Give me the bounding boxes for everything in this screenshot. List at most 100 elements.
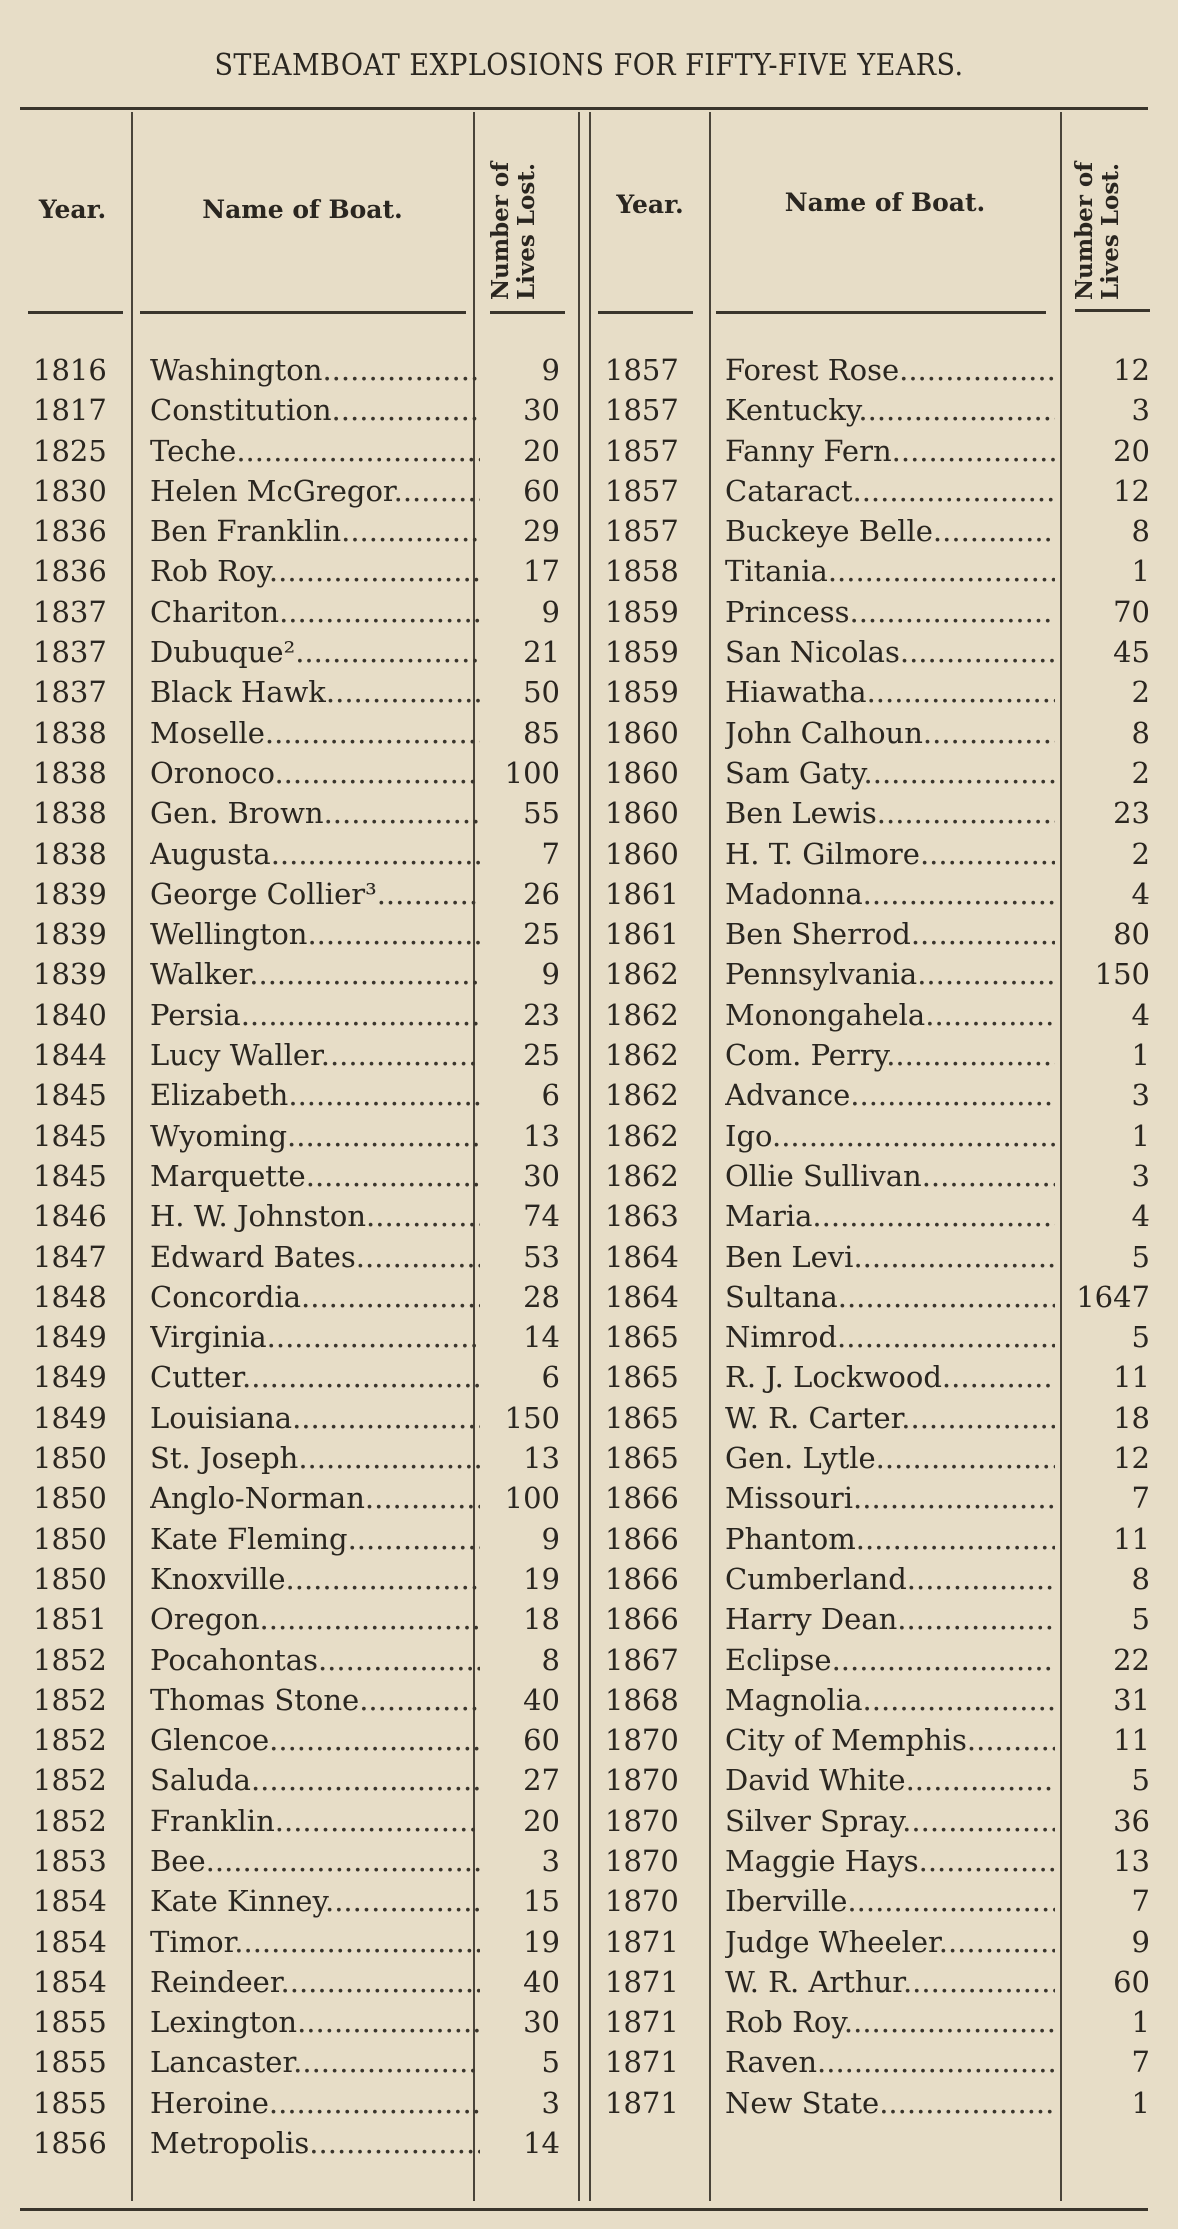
- leader-dots: ........................................…: [862, 876, 1055, 911]
- table-row: 1837: [33, 672, 133, 712]
- table-row: Ben Sherrod.............................…: [725, 914, 1055, 954]
- table-row: 20: [480, 1801, 560, 1841]
- table-row: Edward Bates............................…: [150, 1237, 480, 1277]
- year-cell: 1871: [605, 2005, 679, 2040]
- table-row: Wellington..............................…: [150, 914, 480, 954]
- right-name-column: Forest Rose.............................…: [725, 350, 1055, 2123]
- table-row: 2: [1065, 753, 1150, 793]
- lives-lost-cell: 1: [1131, 2005, 1150, 2040]
- leader-dots: ........................................…: [831, 1642, 1055, 1677]
- table-row: 1854: [33, 1881, 133, 1921]
- leader-dots: ........................................…: [359, 1682, 480, 1717]
- boat-name-cell: Monongahela: [725, 997, 926, 1032]
- lives-lost-cell: 7: [541, 836, 560, 871]
- table-row: 27: [480, 1760, 560, 1800]
- year-cell: 1861: [605, 917, 679, 952]
- table-row: 30: [480, 2002, 560, 2042]
- boat-name-cell: Heroine: [150, 2085, 269, 2120]
- leader-dots: ........................................…: [355, 1239, 480, 1274]
- boat-name-cell: Igo: [725, 1118, 772, 1153]
- table-row: Pocahontas..............................…: [150, 1640, 480, 1680]
- table-row: 1865: [605, 1357, 705, 1397]
- table-row: 1: [1065, 1035, 1150, 1075]
- table-row: Knoxville...............................…: [150, 1559, 480, 1599]
- year-cell: 1848: [33, 1279, 107, 1314]
- lives-lost-cell: 13: [523, 1441, 560, 1476]
- table-row: Kate Fleming............................…: [150, 1519, 480, 1559]
- table-row: Glencoe.................................…: [150, 1720, 480, 1760]
- boat-name-cell: Rob Roy: [725, 2005, 844, 2040]
- boat-name-cell: Com. Perry: [725, 1038, 887, 1073]
- boat-name-cell: Anglo-Norman: [150, 1481, 365, 1516]
- boat-name-cell: Nimrod: [725, 1320, 838, 1355]
- leader-dots: ........................................…: [855, 1521, 1055, 1556]
- year-cell: 1849: [33, 1360, 107, 1395]
- year-cell: 1844: [33, 1038, 107, 1073]
- table-row: 1: [1065, 551, 1150, 591]
- lives-lost-cell: 2: [1131, 755, 1150, 790]
- table-row: 2: [1065, 672, 1150, 712]
- table-row: Black Hawk..............................…: [150, 672, 480, 712]
- year-cell: 1837: [33, 675, 107, 710]
- lives-lost-cell: 150: [1094, 957, 1150, 992]
- table-row: Advance.................................…: [725, 1075, 1055, 1115]
- lives-lost-cell: 1: [1131, 1038, 1150, 1073]
- year-cell: 1838: [33, 715, 107, 750]
- year-cell: 1862: [605, 1078, 679, 1113]
- leader-dots: ........................................…: [347, 1521, 480, 1556]
- boat-name-cell: Metropolis: [150, 2126, 310, 2161]
- boat-name-cell: Pocahontas: [150, 1642, 318, 1677]
- table-row: 3: [480, 1841, 560, 1881]
- table-row: 1862: [605, 954, 705, 994]
- leader-dots: ........................................…: [242, 1360, 480, 1395]
- lives-lost-cell: 2: [1131, 675, 1150, 710]
- boat-name-cell: Franklin: [150, 1803, 275, 1838]
- leader-dots: ........................................…: [269, 1723, 480, 1758]
- table-row: 1830: [33, 471, 133, 511]
- table-row: 12: [1065, 350, 1150, 390]
- boat-name-cell: Timor: [150, 1924, 235, 1959]
- boat-name-cell: Madonna: [725, 876, 863, 911]
- table-row: 1855: [33, 2042, 133, 2082]
- leader-dots: ........................................…: [850, 1078, 1055, 1113]
- year-cell: 1837: [33, 635, 107, 670]
- year-cell: 1852: [33, 1763, 107, 1798]
- table-row: 1859: [605, 592, 705, 632]
- header-underline: [490, 311, 565, 314]
- header-underline: [1075, 309, 1150, 312]
- lives-lost-cell: 5: [1131, 1239, 1150, 1274]
- lives-lost-cell: 20: [523, 1803, 560, 1838]
- bottom-rule: [20, 2208, 1148, 2211]
- boat-name-cell: Concordia: [150, 1279, 302, 1314]
- table-row: 5: [1065, 1317, 1150, 1357]
- leader-dots: ........................................…: [293, 2045, 480, 2080]
- table-row: 1862: [605, 1075, 705, 1115]
- boat-name-cell: Dubuque²: [150, 635, 296, 670]
- column-divider: [709, 112, 711, 2201]
- table-row: 1856: [33, 2123, 133, 2163]
- lives-lost-cell: 20: [1113, 433, 1150, 468]
- boat-name-cell: Eclipse: [725, 1642, 832, 1677]
- table-row: 150: [1065, 954, 1150, 994]
- table-row: 1870: [605, 1720, 705, 1760]
- boat-name-cell: Pennsylvania: [725, 957, 918, 992]
- boat-name-cell: Phantom: [725, 1521, 856, 1556]
- year-cell: 1871: [605, 2045, 679, 2080]
- table-row: 31: [1065, 1680, 1150, 1720]
- lives-lost-cell: 14: [523, 1320, 560, 1355]
- table-row: Saluda..................................…: [150, 1760, 480, 1800]
- year-cell: 1860: [605, 755, 679, 790]
- table-row: 7: [1065, 2042, 1150, 2082]
- table-row: Buckeye Belle...........................…: [725, 511, 1055, 551]
- table-row: Reindeer................................…: [150, 1962, 480, 2002]
- lives-lost-cell: 30: [523, 393, 560, 428]
- leader-dots: ........................................…: [288, 1078, 480, 1113]
- lives-lost-cell: 60: [523, 473, 560, 508]
- lives-lost-cell: 5: [1131, 1602, 1150, 1637]
- header-lives-line1: Number of: [487, 161, 514, 300]
- lives-lost-cell: 3: [541, 1843, 560, 1878]
- lives-lost-cell: 14: [523, 2126, 560, 2161]
- boat-name-cell: Marquette: [150, 1158, 306, 1193]
- table-row: W. R. Carter............................…: [725, 1398, 1055, 1438]
- table-row: 20: [1065, 431, 1150, 471]
